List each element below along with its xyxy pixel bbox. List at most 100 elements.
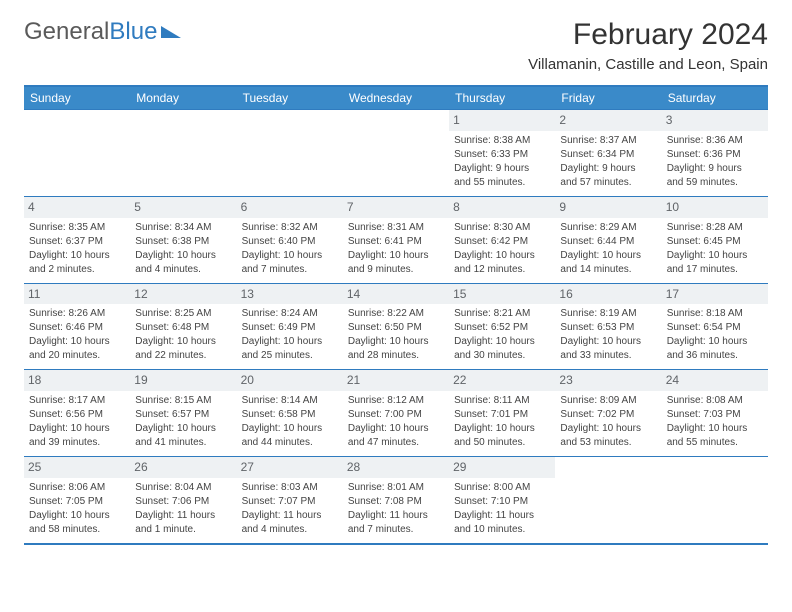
sunrise-text: Sunrise: 8:21 AM (454, 307, 550, 321)
daylight-text: and 4 minutes. (135, 263, 231, 277)
calendar-cell: 27Sunrise: 8:03 AMSunset: 7:07 PMDayligh… (237, 457, 343, 544)
calendar-cell: 15Sunrise: 8:21 AMSunset: 6:52 PMDayligh… (449, 283, 555, 370)
daylight-text: Daylight: 11 hours (242, 509, 338, 523)
daylight-text: Daylight: 10 hours (29, 422, 125, 436)
sunrise-text: Sunrise: 8:09 AM (560, 394, 656, 408)
logo-text-1: General (24, 18, 109, 46)
sunrise-text: Sunrise: 8:18 AM (667, 307, 763, 321)
day-number: 24 (662, 370, 768, 391)
sunrise-text: Sunrise: 8:34 AM (135, 221, 231, 235)
sunset-text: Sunset: 6:49 PM (242, 321, 338, 335)
day-number: 17 (662, 284, 768, 305)
day-number: 26 (130, 457, 236, 478)
sunset-text: Sunset: 6:40 PM (242, 235, 338, 249)
daylight-text: Daylight: 10 hours (348, 335, 444, 349)
daylight-text: and 47 minutes. (348, 436, 444, 450)
sunset-text: Sunset: 7:01 PM (454, 408, 550, 422)
daylight-text: and 30 minutes. (454, 349, 550, 363)
calendar-cell: 5Sunrise: 8:34 AMSunset: 6:38 PMDaylight… (130, 196, 236, 283)
daylight-text: Daylight: 10 hours (242, 422, 338, 436)
day-number: 4 (24, 197, 130, 218)
daylight-text: and 50 minutes. (454, 436, 550, 450)
daylight-text: and 14 minutes. (560, 263, 656, 277)
sunrise-text: Sunrise: 8:30 AM (454, 221, 550, 235)
daylight-text: Daylight: 10 hours (242, 249, 338, 263)
calendar-row: 4Sunrise: 8:35 AMSunset: 6:37 PMDaylight… (24, 196, 768, 283)
calendar-table: Sunday Monday Tuesday Wednesday Thursday… (24, 85, 768, 545)
daylight-text: and 33 minutes. (560, 349, 656, 363)
sunset-text: Sunset: 6:56 PM (29, 408, 125, 422)
day-number: 7 (343, 197, 449, 218)
daylight-text: Daylight: 10 hours (667, 249, 763, 263)
sunrise-text: Sunrise: 8:31 AM (348, 221, 444, 235)
daylight-text: Daylight: 10 hours (348, 422, 444, 436)
sunrise-text: Sunrise: 8:14 AM (242, 394, 338, 408)
sunset-text: Sunset: 6:44 PM (560, 235, 656, 249)
daylight-text: and 44 minutes. (242, 436, 338, 450)
sunset-text: Sunset: 6:48 PM (135, 321, 231, 335)
header: GeneralBlue February 2024 Villamanin, Ca… (24, 18, 768, 73)
day-number: 9 (555, 197, 661, 218)
daylight-text: and 9 minutes. (348, 263, 444, 277)
calendar-cell: 24Sunrise: 8:08 AMSunset: 7:03 PMDayligh… (662, 370, 768, 457)
calendar-cell: 6Sunrise: 8:32 AMSunset: 6:40 PMDaylight… (237, 196, 343, 283)
sunrise-text: Sunrise: 8:26 AM (29, 307, 125, 321)
daylight-text: and 57 minutes. (560, 176, 656, 190)
calendar-cell: 23Sunrise: 8:09 AMSunset: 7:02 PMDayligh… (555, 370, 661, 457)
calendar-cell: 11Sunrise: 8:26 AMSunset: 6:46 PMDayligh… (24, 283, 130, 370)
daylight-text: Daylight: 10 hours (348, 249, 444, 263)
daylight-text: Daylight: 10 hours (242, 335, 338, 349)
day-header: Friday (555, 86, 661, 110)
daylight-text: Daylight: 10 hours (667, 422, 763, 436)
calendar-cell: . (343, 110, 449, 197)
sunset-text: Sunset: 6:41 PM (348, 235, 444, 249)
calendar-cell: 4Sunrise: 8:35 AMSunset: 6:37 PMDaylight… (24, 196, 130, 283)
sunrise-text: Sunrise: 8:29 AM (560, 221, 656, 235)
logo-triangle-icon (161, 26, 181, 38)
calendar-cell: . (237, 110, 343, 197)
day-number: 13 (237, 284, 343, 305)
sunset-text: Sunset: 6:37 PM (29, 235, 125, 249)
calendar-cell: 8Sunrise: 8:30 AMSunset: 6:42 PMDaylight… (449, 196, 555, 283)
day-number: 21 (343, 370, 449, 391)
sunrise-text: Sunrise: 8:28 AM (667, 221, 763, 235)
sunset-text: Sunset: 7:00 PM (348, 408, 444, 422)
day-number: 6 (237, 197, 343, 218)
calendar-cell: 19Sunrise: 8:15 AMSunset: 6:57 PMDayligh… (130, 370, 236, 457)
daylight-text: Daylight: 10 hours (560, 422, 656, 436)
calendar-cell: 7 Sunrise: 8:31 AMSunset: 6:41 PMDaylight… (343, 196, 449, 283)
sunrise-text: Sunrise: 8:25 AM (135, 307, 231, 321)
calendar-cell: 28Sunrise: 8:01 AMSunset: 7:08 PMDayligh… (343, 457, 449, 544)
calendar-cell: 29Sunrise: 8:00 AMSunset: 7:10 PMDayligh… (449, 457, 555, 544)
daylight-text: Daylight: 11 hours (135, 509, 231, 523)
day-header: Tuesday (237, 86, 343, 110)
daylight-text: and 41 minutes. (135, 436, 231, 450)
sunset-text: Sunset: 6:57 PM (135, 408, 231, 422)
logo: GeneralBlue (24, 18, 181, 46)
daylight-text: and 39 minutes. (29, 436, 125, 450)
sunset-text: Sunset: 7:06 PM (135, 495, 231, 509)
sunset-text: Sunset: 6:34 PM (560, 148, 656, 162)
sunrise-text: Sunrise: 8:24 AM (242, 307, 338, 321)
sunset-text: Sunset: 6:53 PM (560, 321, 656, 335)
daylight-text: and 4 minutes. (242, 523, 338, 537)
day-number: 29 (449, 457, 555, 478)
sunrise-text: Sunrise: 8:17 AM (29, 394, 125, 408)
calendar-cell: 9Sunrise: 8:29 AMSunset: 6:44 PMDaylight… (555, 196, 661, 283)
day-number: 18 (24, 370, 130, 391)
calendar-cell: 16Sunrise: 8:19 AMSunset: 6:53 PMDayligh… (555, 283, 661, 370)
day-header: Sunday (24, 86, 130, 110)
daylight-text: Daylight: 10 hours (135, 249, 231, 263)
day-number: 2 (555, 110, 661, 131)
day-number: 5 (130, 197, 236, 218)
sunset-text: Sunset: 7:08 PM (348, 495, 444, 509)
calendar-row: 11Sunrise: 8:26 AMSunset: 6:46 PMDayligh… (24, 283, 768, 370)
daylight-text: Daylight: 11 hours (348, 509, 444, 523)
sunset-text: Sunset: 6:50 PM (348, 321, 444, 335)
daylight-text: and 58 minutes. (29, 523, 125, 537)
sunset-text: Sunset: 6:52 PM (454, 321, 550, 335)
day-number: 19 (130, 370, 236, 391)
day-number: 27 (237, 457, 343, 478)
daylight-text: Daylight: 10 hours (29, 509, 125, 523)
calendar-cell: 12Sunrise: 8:25 AMSunset: 6:48 PMDayligh… (130, 283, 236, 370)
